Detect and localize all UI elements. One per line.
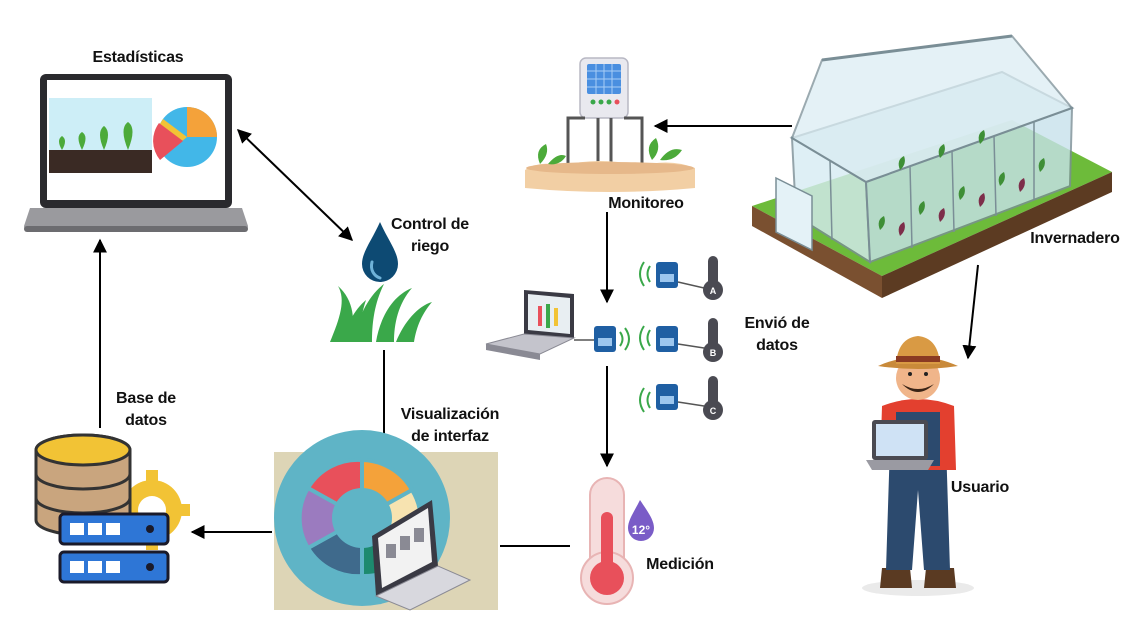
- usuario-label: Usuario: [940, 477, 1020, 499]
- sensor-node-b: B: [639, 318, 723, 362]
- monitoreo-label-text: Monitoreo: [608, 195, 684, 212]
- base-datos-label: Base de datos: [106, 388, 186, 432]
- temperature-badge: 12°: [632, 523, 650, 537]
- laptop-chart-icon: [24, 74, 248, 232]
- control-riego-label-line2: riego: [410, 238, 450, 255]
- usuario-label-text: Usuario: [950, 479, 1010, 496]
- base-datos-label-line1: Base de: [116, 390, 176, 407]
- visualizacion-label-line2: de interfaz: [411, 428, 489, 445]
- invernadero-label-text: Invernadero: [1030, 230, 1120, 247]
- edge-invernadero-usuario: [962, 264, 979, 360]
- visualizacion-label: Visualización de interfaz: [390, 404, 510, 448]
- small-laptop-icon: [485, 290, 576, 360]
- invernadero-label: Invernadero: [1020, 228, 1130, 250]
- control-riego-label-line1: Control de: [391, 216, 469, 233]
- irrigation-icon: [330, 222, 432, 342]
- estadisticas-label-text: Estadísticas: [92, 49, 184, 66]
- wireless-sensor-icon: A B C: [485, 256, 723, 420]
- medicion-label-text: Medición: [646, 556, 714, 573]
- monitoreo-label: Monitoreo: [596, 193, 696, 215]
- sensor-node-c: C: [639, 376, 723, 420]
- sensor-node-a: A: [639, 256, 723, 300]
- medicion-label: Medición: [638, 554, 722, 576]
- visualizacion-label-line1: Visualización: [400, 406, 500, 423]
- base-datos-label-line2: datos: [125, 412, 167, 429]
- sensor-label-c: C: [710, 406, 717, 416]
- thermometer-icon: 12°: [580, 477, 654, 605]
- control-riego-label: Control de riego: [384, 214, 476, 258]
- sensor-label-a: A: [710, 286, 717, 296]
- farmer-icon: [862, 336, 974, 596]
- envio-datos-label: Envió de datos: [732, 313, 822, 357]
- estadisticas-label: Estadísticas: [78, 47, 198, 69]
- edge-riego-estadisticas: [236, 129, 354, 241]
- database-icon: [34, 433, 190, 584]
- envio-datos-label-line1: Envió de: [744, 315, 810, 332]
- envio-datos-label-line2: datos: [756, 337, 798, 354]
- soil-sensor-icon: [525, 57, 695, 192]
- greenhouse-icon: [752, 34, 1112, 298]
- dashboard-icon: [274, 430, 498, 611]
- sensor-label-b: B: [710, 348, 717, 358]
